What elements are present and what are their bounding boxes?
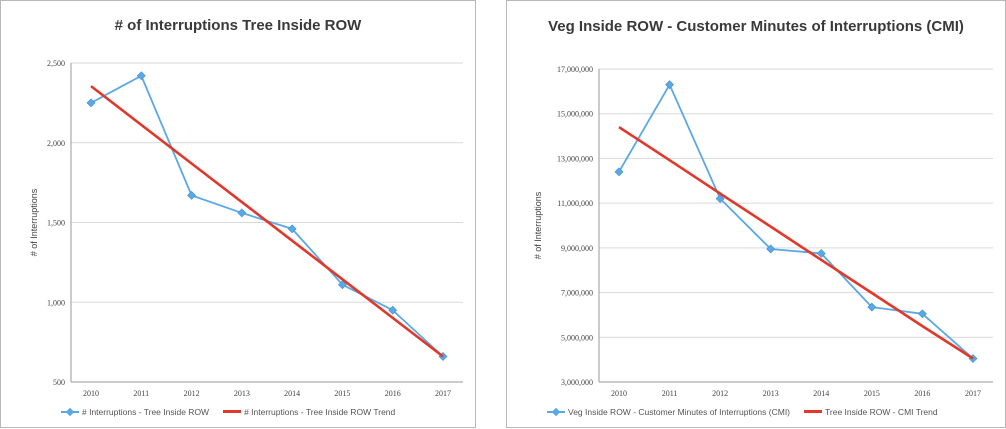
data-point-marker (187, 190, 196, 200)
x-tick-label: 2016 (914, 389, 930, 398)
x-tick-label: 2014 (813, 389, 829, 398)
y-tick-label: 11,000,000 (557, 199, 593, 208)
x-tick-label: 2016 (385, 389, 401, 398)
data-point-marker (388, 305, 398, 315)
x-tick-label: 2014 (284, 389, 300, 398)
data-point-marker (136, 71, 146, 81)
x-tick-label: 2012 (184, 389, 200, 398)
data-point-marker (237, 208, 247, 218)
legend-item-trend: Tree Inside ROW - CMI Trend (804, 407, 938, 417)
x-tick-label: 2012 (712, 389, 728, 398)
trend-line (90, 85, 444, 358)
y-tick-label: 13,000,000 (557, 154, 593, 163)
series-line (618, 83, 974, 360)
y-tick-label: 5,000,000 (561, 333, 593, 342)
x-tick-label: 2013 (234, 389, 250, 398)
y-tick-label: 2,000 (47, 139, 65, 148)
data-point-marker (715, 194, 725, 204)
legend-label-trend: # Interruptions - Tree Inside ROW Trend (244, 407, 396, 417)
legend-swatch-actual (61, 407, 79, 417)
y-tick-label: 1,000 (47, 298, 65, 307)
y-tick-label: 15,000,000 (557, 110, 593, 119)
cmi-line-chart: 3,000,000 5,000,000 7,000,000 9,000,000 11,0… (533, 65, 993, 398)
data-point-marker (816, 249, 826, 258)
chart-legend: Veg Inside ROW - Customer Minutes of Int… (547, 407, 952, 417)
x-tick-label: 2011 (662, 389, 678, 398)
x-tick-label: 2015 (334, 389, 350, 398)
legend-item-actual: # Interruptions - Tree Inside ROW (61, 407, 209, 417)
cmi-chart-panel: Veg Inside ROW - Customer Minutes of Int… (506, 0, 1006, 428)
y-tick-label: 2,500 (47, 59, 65, 68)
data-point-marker (867, 302, 877, 312)
x-tick-label: 2011 (133, 389, 149, 398)
chart-title: # of Interruptions Tree Inside ROW (114, 17, 362, 34)
data-point-marker (338, 280, 347, 290)
x-tick-label: 2013 (763, 389, 779, 398)
legend-item-trend: # Interruptions - Tree Inside ROW Trend (223, 407, 395, 417)
data-point-marker (918, 309, 927, 319)
trend-line (618, 126, 974, 360)
chart-legend: # Interruptions - Tree Inside ROW # Inte… (61, 407, 409, 417)
y-tick-label: 17,000,000 (557, 65, 593, 74)
y-tick-label: 9,000,000 (561, 244, 593, 253)
y-axis-title: # of Interruptions (533, 191, 543, 259)
legend-label-trend: Tree Inside ROW - CMI Trend (825, 407, 938, 417)
x-tick-label: 2017 (435, 389, 451, 398)
x-tick-label: 2010 (83, 389, 99, 398)
data-point-marker (86, 98, 96, 108)
y-tick-label: 1,500 (47, 219, 65, 228)
legend-label-actual: Veg Inside ROW - Customer Minutes of Int… (568, 407, 791, 417)
legend-item-actual: Veg Inside ROW - Customer Minutes of Int… (547, 407, 790, 417)
interruptions-chart-panel: # of Interruptions Tree Inside ROW 500 1,… (0, 0, 476, 428)
y-axis-title: # of Interruptions (29, 188, 39, 256)
data-point-marker (614, 167, 624, 177)
legend-label-actual: # Interruptions - Tree Inside ROW (82, 407, 210, 417)
data-point-marker (766, 244, 776, 254)
legend-swatch-trend (223, 407, 242, 417)
legend-swatch-actual (547, 407, 565, 417)
y-tick-label: 3,000,000 (561, 378, 593, 387)
x-tick-label: 2015 (864, 389, 880, 398)
y-tick-label: 7,000,000 (561, 289, 593, 298)
chart-title: Veg Inside ROW - Customer Minutes of Int… (548, 18, 964, 35)
legend-swatch-trend (804, 407, 823, 417)
y-tick-label: 500 (53, 378, 65, 387)
x-tick-label: 2010 (611, 389, 627, 398)
interruptions-line-chart: 500 1,000 1,500 2,000 2,500 2010 2011 2012 2013 2… (29, 59, 463, 398)
x-tick-label: 2017 (965, 389, 981, 398)
data-point-marker (665, 80, 674, 90)
data-point-marker (287, 224, 297, 234)
